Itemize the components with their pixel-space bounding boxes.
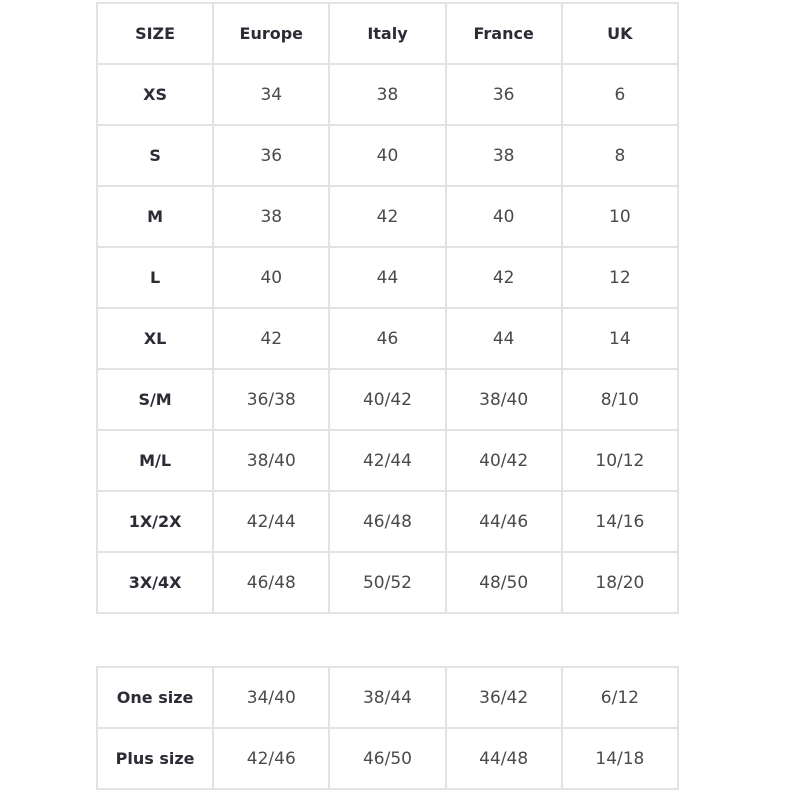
size-value-cell: 38 [444, 124, 563, 187]
size-label-cell: S [95, 124, 215, 187]
table-row: L 40 44 42 12 [95, 246, 680, 309]
size-value-cell: 10 [560, 185, 680, 248]
size-value-cell: 40 [444, 185, 563, 248]
table-row: XS 34 38 36 6 [95, 63, 680, 126]
size-label-cell: One size [95, 666, 215, 729]
size-value-cell: 42 [212, 307, 331, 370]
size-value-cell: 48/50 [444, 551, 563, 614]
size-label-cell: L [95, 246, 215, 309]
one-plus-size-table: One size 34/40 38/44 36/42 6/12 Plus size 42/4… [95, 666, 680, 790]
header-row: SIZE Europe Italy France UK [95, 2, 680, 65]
size-value-cell: 34 [212, 63, 331, 126]
size-value-cell: 34/40 [212, 666, 331, 729]
table-row: M/L 38/40 42/44 40/42 10/12 [95, 429, 680, 492]
size-value-cell: 42/46 [212, 727, 331, 790]
size-value-cell: 8/10 [560, 368, 680, 431]
size-value-cell: 6 [560, 63, 680, 126]
size-value-cell: 46/48 [328, 490, 447, 553]
table-row: 3X/4X 46/48 50/52 48/50 18/20 [95, 551, 680, 614]
size-value-cell: 46/50 [328, 727, 447, 790]
size-label-cell: Plus size [95, 727, 215, 790]
size-value-cell: 40/42 [444, 429, 563, 492]
size-label-cell: S/M [95, 368, 215, 431]
size-value-cell: 14/18 [560, 727, 680, 790]
size-value-cell: 38 [212, 185, 331, 248]
size-value-cell: 42/44 [328, 429, 447, 492]
column-header-italy: Italy [328, 2, 447, 65]
size-label-cell: 1X/2X [95, 490, 215, 553]
size-value-cell: 42 [328, 185, 447, 248]
size-value-cell: 38/40 [444, 368, 563, 431]
size-value-cell: 44 [444, 307, 563, 370]
size-label-cell: XL [95, 307, 215, 370]
size-value-cell: 44 [328, 246, 447, 309]
size-label-cell: 3X/4X [95, 551, 215, 614]
size-value-cell: 38 [328, 63, 447, 126]
size-chart-table: SIZE Europe Italy France UK XS 34 38 36 6 S 36 40 38… [95, 2, 680, 614]
table-row: S 36 40 38 8 [95, 124, 680, 187]
table-row: XL 42 46 44 14 [95, 307, 680, 370]
size-value-cell: 42/44 [212, 490, 331, 553]
column-header-europe: Europe [212, 2, 331, 65]
size-value-cell: 14/16 [560, 490, 680, 553]
size-value-cell: 40/42 [328, 368, 447, 431]
size-value-cell: 8 [560, 124, 680, 187]
size-value-cell: 40 [328, 124, 447, 187]
size-value-cell: 12 [560, 246, 680, 309]
column-header-uk: UK [560, 2, 680, 65]
size-value-cell: 38/40 [212, 429, 331, 492]
size-value-cell: 14 [560, 307, 680, 370]
size-label-cell: M [95, 185, 215, 248]
size-value-cell: 36/38 [212, 368, 331, 431]
table-row: S/M 36/38 40/42 38/40 8/10 [95, 368, 680, 431]
table-row: 1X/2X 42/44 46/48 44/46 14/16 [95, 490, 680, 553]
table-row: M 38 42 40 10 [95, 185, 680, 248]
size-value-cell: 36 [212, 124, 331, 187]
table-row: Plus size 42/46 46/50 44/48 14/18 [95, 727, 680, 790]
size-value-cell: 6/12 [560, 666, 680, 729]
size-label-cell: XS [95, 63, 215, 126]
size-value-cell: 36/42 [444, 666, 563, 729]
column-header-france: France [444, 2, 563, 65]
size-value-cell: 46/48 [212, 551, 331, 614]
size-value-cell: 38/44 [328, 666, 447, 729]
size-value-cell: 50/52 [328, 551, 447, 614]
size-value-cell: 42 [444, 246, 563, 309]
size-value-cell: 10/12 [560, 429, 680, 492]
size-value-cell: 44/46 [444, 490, 563, 553]
size-value-cell: 46 [328, 307, 447, 370]
column-header-size: SIZE [95, 2, 215, 65]
size-value-cell: 36 [444, 63, 563, 126]
size-value-cell: 44/48 [444, 727, 563, 790]
size-value-cell: 18/20 [560, 551, 680, 614]
size-label-cell: M/L [95, 429, 215, 492]
table-row: One size 34/40 38/44 36/42 6/12 [95, 666, 680, 729]
size-value-cell: 40 [212, 246, 331, 309]
